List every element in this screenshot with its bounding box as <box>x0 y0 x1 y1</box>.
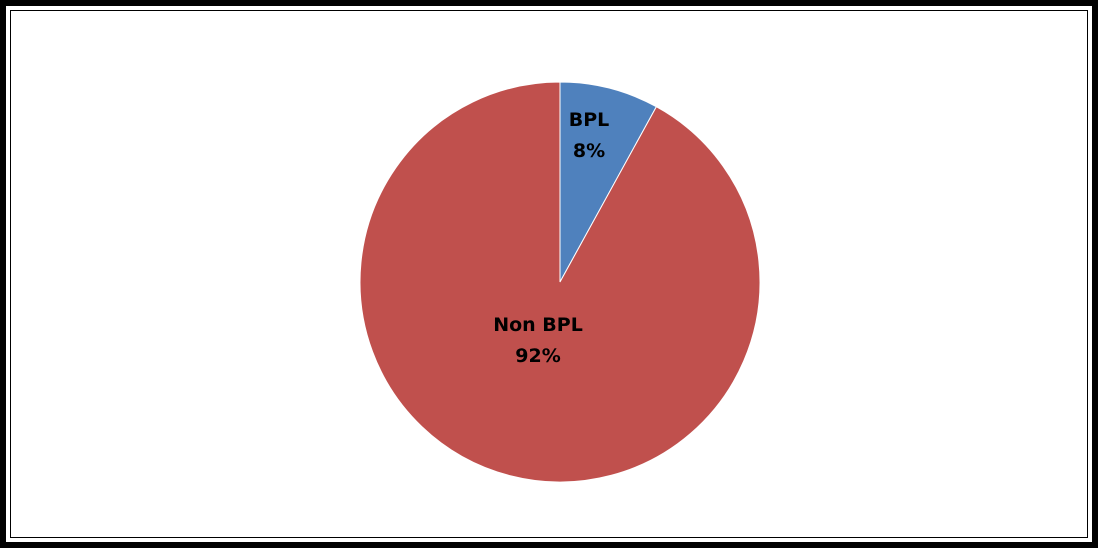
slice-percent-bpl: 8% <box>573 140 605 162</box>
slice-label-non-bpl: Non BPL <box>493 314 583 336</box>
pie-slices <box>359 81 761 483</box>
slice-percent-non-bpl: 92% <box>515 345 560 367</box>
pie-slice-bpl <box>559 81 658 283</box>
slice-label-bpl: BPL <box>569 109 610 131</box>
pie-slice-non-bpl <box>359 81 761 483</box>
pie-labels: BPL 8% Non BPL 92% <box>493 109 609 367</box>
